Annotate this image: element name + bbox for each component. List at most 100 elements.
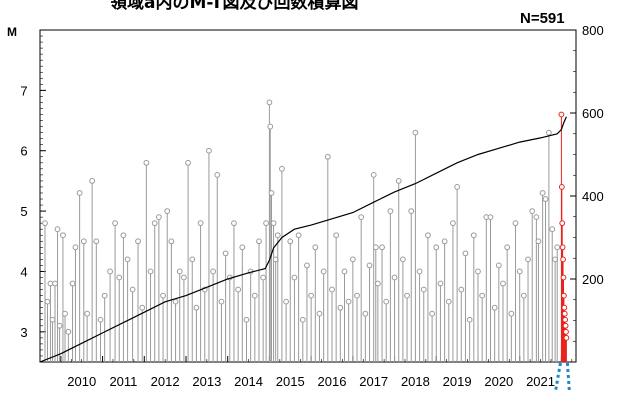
- event-point: [312, 244, 319, 251]
- recent-event-point: [562, 316, 569, 323]
- event-point: [222, 250, 229, 257]
- event-point: [295, 232, 302, 239]
- right-tick-label: 200: [582, 272, 604, 287]
- event-point: [329, 286, 335, 293]
- event-point: [181, 274, 187, 281]
- event-point: [107, 268, 113, 275]
- event-point: [139, 304, 146, 311]
- event-point: [52, 280, 58, 287]
- event-point: [487, 214, 494, 221]
- x-year-label: 2018: [401, 374, 430, 389]
- x-year-label: 2010: [67, 374, 96, 389]
- x-year-label: 2013: [192, 374, 221, 389]
- event-point: [101, 292, 108, 299]
- event-point: [197, 220, 204, 227]
- event-point: [445, 298, 452, 305]
- event-point: [147, 268, 154, 275]
- recent-event-point: [561, 310, 568, 317]
- event-point: [56, 322, 63, 329]
- event-point: [270, 220, 277, 227]
- recent-events-stems: [558, 111, 570, 362]
- event-point: [354, 292, 360, 299]
- event-point: [425, 232, 431, 239]
- event-point: [475, 268, 481, 275]
- recent-event-point: [560, 256, 566, 263]
- event-point: [256, 238, 262, 245]
- event-point: [193, 304, 200, 311]
- event-point: [549, 226, 556, 233]
- event-point: [358, 214, 365, 221]
- event-point: [383, 298, 390, 305]
- event-point: [516, 268, 523, 275]
- event-point: [308, 292, 315, 299]
- event-point: [387, 208, 394, 214]
- event-point: [120, 232, 127, 239]
- highlight-dotted-left: [553, 362, 562, 393]
- event-point: [504, 244, 511, 251]
- event-point: [210, 268, 217, 275]
- event-point: [539, 190, 546, 196]
- event-point: [84, 310, 91, 317]
- event-point: [268, 190, 275, 196]
- event-point: [545, 129, 552, 136]
- event-point: [274, 232, 281, 239]
- event-point: [291, 274, 298, 281]
- right-tick-label: 800: [582, 23, 604, 38]
- event-point: [116, 274, 123, 281]
- event-point: [69, 280, 76, 287]
- event-point: [239, 244, 246, 251]
- event-point: [129, 286, 136, 293]
- event-point: [143, 159, 150, 166]
- cumulative-count-line: [39, 116, 567, 363]
- chart-title: 領域a内のM-T図及び回数積算図: [110, 0, 359, 13]
- event-point: [491, 304, 498, 311]
- event-point: [370, 171, 377, 178]
- x-year-label: 2019: [443, 374, 472, 389]
- recent-event-point: [563, 328, 569, 335]
- recent-event-point: [562, 322, 569, 329]
- event-point: [525, 256, 531, 263]
- event-point: [54, 226, 61, 233]
- x-year-label: 2011: [109, 374, 137, 389]
- event-point: [206, 147, 212, 154]
- recent-event-point: [558, 184, 565, 190]
- left-tick-label: 3: [20, 325, 27, 340]
- event-point: [512, 220, 519, 227]
- event-point: [500, 280, 506, 287]
- event-point: [185, 159, 191, 166]
- x-year-label: 2021: [526, 374, 555, 389]
- event-point: [429, 310, 435, 317]
- event-point: [263, 220, 269, 227]
- event-point: [362, 310, 369, 317]
- event-point: [124, 256, 131, 263]
- event-point: [243, 316, 250, 323]
- left-tick-label: 5: [20, 204, 27, 219]
- event-point: [454, 184, 461, 190]
- event-point: [189, 256, 196, 263]
- recent-event-point: [560, 274, 567, 281]
- event-point: [450, 220, 456, 227]
- event-point: [218, 298, 225, 305]
- event-point: [151, 220, 158, 227]
- event-point: [214, 171, 221, 178]
- cumulative-line: [39, 116, 567, 363]
- highlight-dotted-right: [565, 362, 571, 393]
- event-point: [112, 220, 118, 227]
- event-point: [412, 129, 419, 136]
- event-point: [466, 316, 473, 323]
- past-events-stems: [42, 99, 561, 362]
- count-label: N=591: [520, 10, 565, 27]
- event-point: [470, 232, 477, 239]
- event-point: [72, 244, 79, 251]
- event-point: [304, 262, 310, 269]
- event-point: [49, 316, 56, 323]
- left-axis-ticks: 3 4 5 6 7: [20, 29, 46, 357]
- event-point: [62, 310, 68, 317]
- event-point: [176, 268, 183, 275]
- event-point: [47, 280, 54, 287]
- event-point: [164, 208, 171, 214]
- recent-period-highlight: [553, 362, 571, 393]
- x-year-label: 2012: [151, 374, 180, 389]
